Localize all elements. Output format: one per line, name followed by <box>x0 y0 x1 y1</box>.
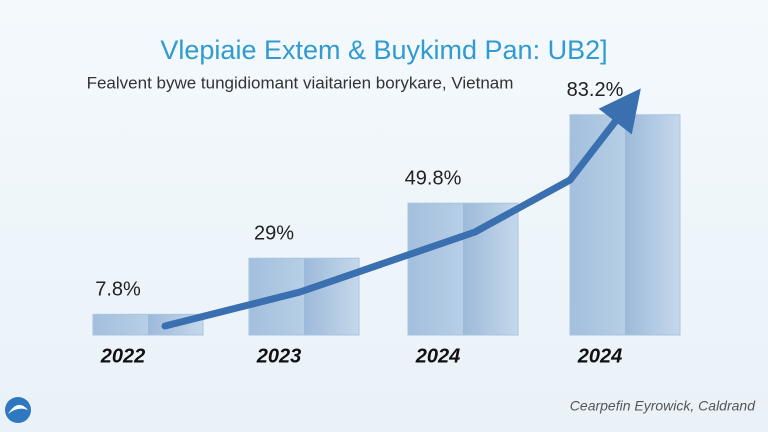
chart-title: Vlepiaie Extem & Buykimd Pan: UB2] <box>160 35 607 65</box>
bar <box>407 202 519 336</box>
chart-subtitle: Fealvent bywe tungidiomant viaitarien bo… <box>87 73 514 92</box>
x-tick-label: 2022 <box>100 345 146 367</box>
data-label: 49.8% <box>405 167 462 189</box>
data-label: 83.2% <box>567 79 624 101</box>
data-label: 29% <box>254 223 294 245</box>
logo-mark <box>8 404 28 414</box>
x-tick-label: 2023 <box>256 345 302 367</box>
bar <box>248 257 360 336</box>
bar <box>569 114 681 336</box>
bar <box>92 313 204 336</box>
trend-arrow <box>161 88 641 330</box>
source-note: Cearpefin Eyrowick, Caldrand <box>570 398 756 414</box>
x-tick-label: 2024 <box>415 345 461 367</box>
logo <box>5 397 31 423</box>
data-label: 7.8% <box>95 279 141 301</box>
x-tick-label: 2024 <box>577 345 623 367</box>
